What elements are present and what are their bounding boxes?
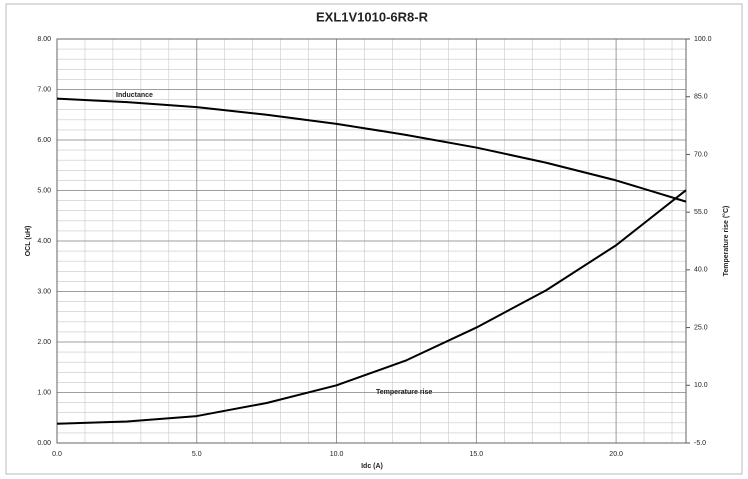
y-tick-label: 7.00: [37, 86, 51, 93]
line-series: [56, 97, 687, 203]
y2-tick-label: 70.0: [694, 151, 708, 158]
y-tick-label: 6.00: [37, 137, 51, 144]
y2-axis-label: Temperature rise (°C): [722, 206, 730, 277]
y2-tick-label: 25.0: [694, 324, 708, 331]
chart-title: EXL1V1010-6R8-R: [316, 9, 429, 24]
y2-tick-label: 100.0: [694, 36, 712, 43]
x-tick-label: 15.0: [470, 451, 484, 458]
y-tick-label: 2.00: [37, 339, 51, 346]
y-tick-label: 3.00: [37, 288, 51, 295]
y2-tick-label: 10.0: [694, 382, 708, 389]
y-tick-label: 8.00: [37, 36, 51, 43]
annotation: Temperature rise: [376, 389, 432, 396]
y2-tick-label: -5.0: [694, 440, 706, 447]
x-tick-label: 10.0: [330, 451, 344, 458]
y-tick-label: 5.00: [37, 187, 51, 194]
annotation: Inductance: [116, 92, 153, 99]
y2-tick-label: 55.0: [694, 209, 708, 216]
y-tick-label: 0.00: [37, 440, 51, 447]
line-series: [56, 189, 687, 425]
plot-border: [56, 38, 687, 444]
y-tick-label: 4.00: [37, 238, 51, 245]
y2-tick-label: 40.0: [694, 267, 708, 274]
y-tick-label: 1.00: [37, 389, 51, 396]
x-tick-label: 5.0: [192, 451, 202, 458]
x-tick-label: 0.0: [52, 451, 62, 458]
y-axis-label: OCL (uH): [25, 226, 32, 257]
y2-tick-label: 85.0: [694, 94, 708, 101]
x-tick-label: 20.0: [609, 451, 623, 458]
x-axis-label: Idc (A): [361, 463, 383, 470]
chart-frame: [5, 3, 743, 475]
